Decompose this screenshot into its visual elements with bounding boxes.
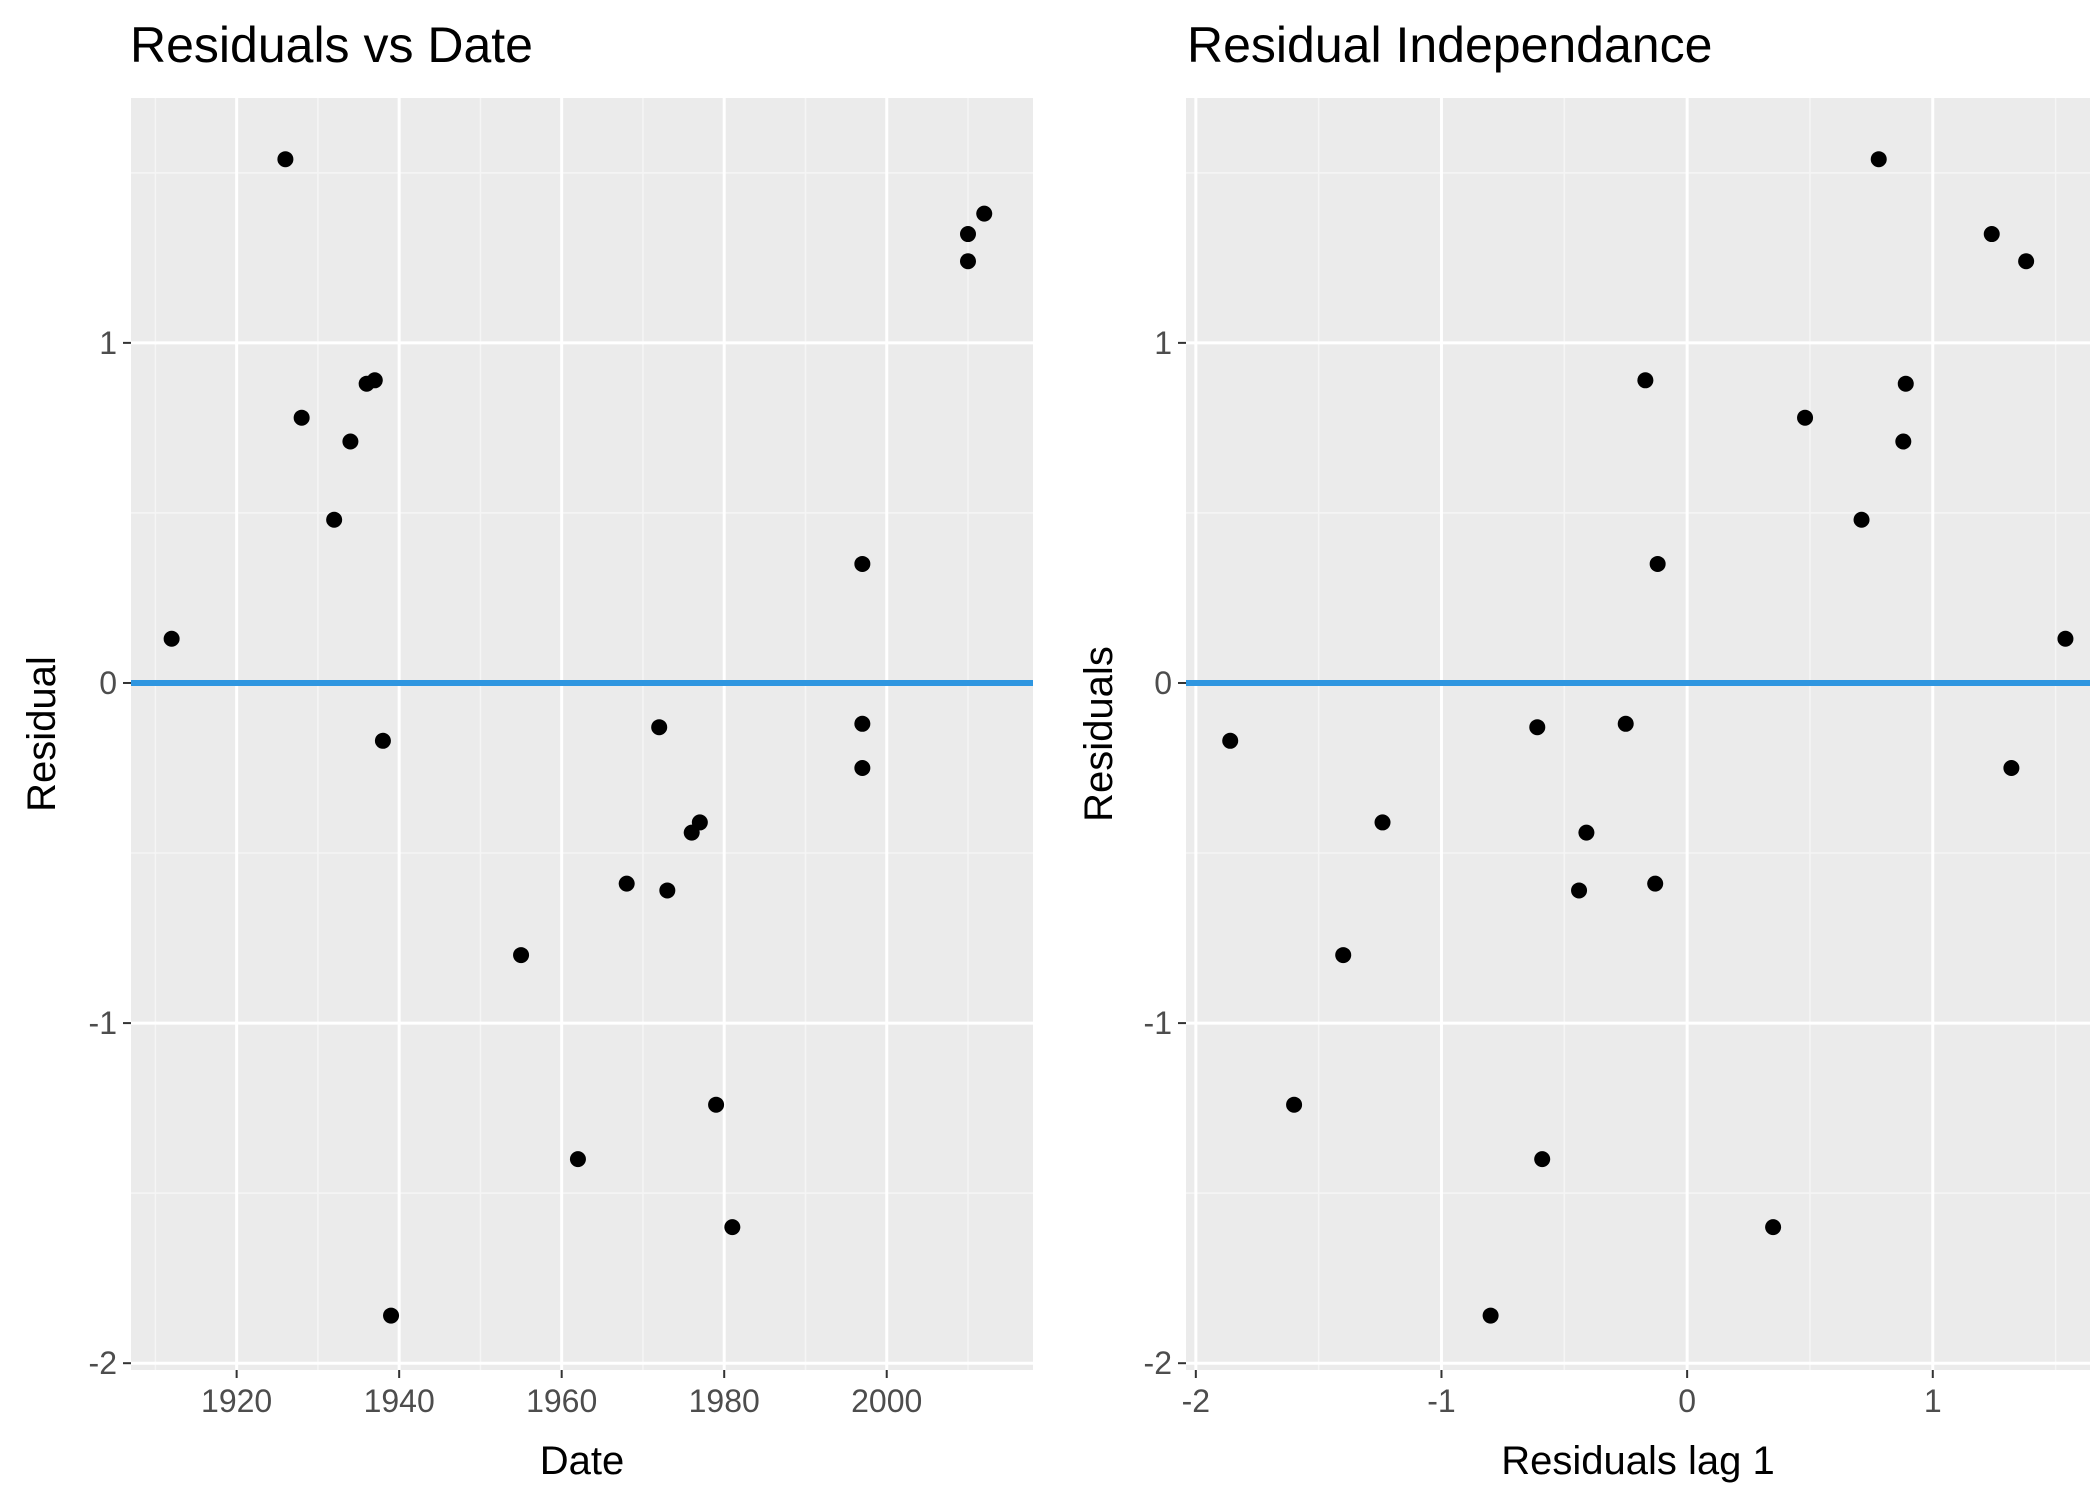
data-point	[1335, 947, 1352, 964]
data-point	[1617, 715, 1634, 732]
data-point	[383, 1307, 400, 1324]
y-tick-label: 0	[99, 665, 117, 701]
y-axis-ticks: -2 -1 0 1	[1144, 325, 1186, 1381]
y-tick-label: -1	[89, 1005, 117, 1041]
x-tick-label: 2000	[851, 1383, 922, 1419]
data-point	[659, 882, 676, 899]
plot-panel	[1186, 98, 2090, 1370]
y-tick-label: 1	[99, 325, 117, 361]
data-point	[2018, 253, 2035, 270]
scatter-points	[1222, 151, 2074, 1324]
x-tick-label: 1920	[201, 1383, 272, 1419]
scatter-points	[163, 151, 993, 1324]
data-point	[1222, 732, 1239, 749]
data-point	[1983, 226, 2000, 243]
y-axis-title: Residuals	[1077, 646, 1121, 822]
data-point	[1637, 372, 1654, 389]
x-axis-ticks: 1920 1940 1960 1980 2000	[201, 1370, 922, 1419]
y-tick-label: -1	[1144, 1005, 1172, 1041]
data-point	[691, 814, 708, 831]
data-point	[277, 151, 294, 168]
x-tick-label: 1960	[526, 1383, 597, 1419]
x-axis-ticks: -2 -1 0 1	[1182, 1370, 1942, 1419]
data-point	[651, 719, 668, 736]
data-point	[959, 253, 976, 270]
data-point	[163, 630, 180, 647]
data-point	[2057, 630, 2074, 647]
x-tick-label: 0	[1678, 1383, 1696, 1419]
data-point	[366, 372, 383, 389]
data-point	[1797, 409, 1814, 426]
data-point	[618, 875, 635, 892]
data-point	[569, 1151, 586, 1168]
data-point	[1374, 814, 1391, 831]
x-tick-label: 1940	[364, 1383, 435, 1419]
plot-panel	[131, 98, 1033, 1370]
data-point	[1897, 375, 1914, 392]
x-axis-title: Date	[540, 1439, 625, 1483]
data-point	[1870, 151, 1887, 168]
chart-title: Residuals vs Date	[130, 17, 533, 73]
x-tick-label: 1980	[689, 1383, 760, 1419]
y-tick-label: 1	[1154, 325, 1172, 361]
x-tick-label: -2	[1182, 1383, 1210, 1419]
data-point	[959, 226, 976, 243]
x-tick-label: -1	[1427, 1383, 1455, 1419]
data-point	[1529, 719, 1546, 736]
data-point	[1647, 875, 1664, 892]
y-axis-ticks: -2 -1 0 1	[89, 325, 131, 1381]
chart-residual-independance: Residual Independance -2 -1 0 1 -2 -1 0 1 Resi…	[1077, 17, 2090, 1483]
data-point	[374, 732, 391, 749]
data-point	[1482, 1307, 1499, 1324]
y-tick-label: -2	[1144, 1345, 1172, 1381]
data-point	[854, 715, 871, 732]
data-point	[293, 409, 310, 426]
y-axis-title: Residual	[20, 656, 64, 812]
data-point	[2003, 760, 2020, 777]
data-point	[1571, 882, 1588, 899]
data-point	[1765, 1219, 1782, 1236]
data-point	[342, 433, 359, 450]
minor-gridlines	[1186, 98, 2090, 1370]
data-point	[513, 947, 530, 964]
data-point	[1895, 433, 1912, 450]
data-point	[708, 1096, 725, 1113]
data-point	[1853, 511, 1870, 528]
data-point	[854, 760, 871, 777]
data-point	[724, 1219, 741, 1236]
chart-title: Residual Independance	[1187, 17, 1712, 73]
data-point	[1578, 824, 1595, 841]
data-point	[1649, 555, 1666, 572]
data-point	[854, 555, 871, 572]
data-point	[326, 511, 343, 528]
data-point	[1286, 1096, 1303, 1113]
x-tick-label: 1	[1924, 1383, 1942, 1419]
x-axis-title: Residuals lag 1	[1501, 1439, 1775, 1483]
minor-gridlines	[131, 98, 1033, 1370]
chart-residuals-vs-date: Residuals vs Date 1920 1940 1960 1980 2000 -…	[20, 17, 1033, 1483]
y-tick-label: -2	[89, 1345, 117, 1381]
data-point	[1534, 1151, 1551, 1168]
y-tick-label: 0	[1154, 665, 1172, 701]
data-point	[976, 205, 993, 222]
